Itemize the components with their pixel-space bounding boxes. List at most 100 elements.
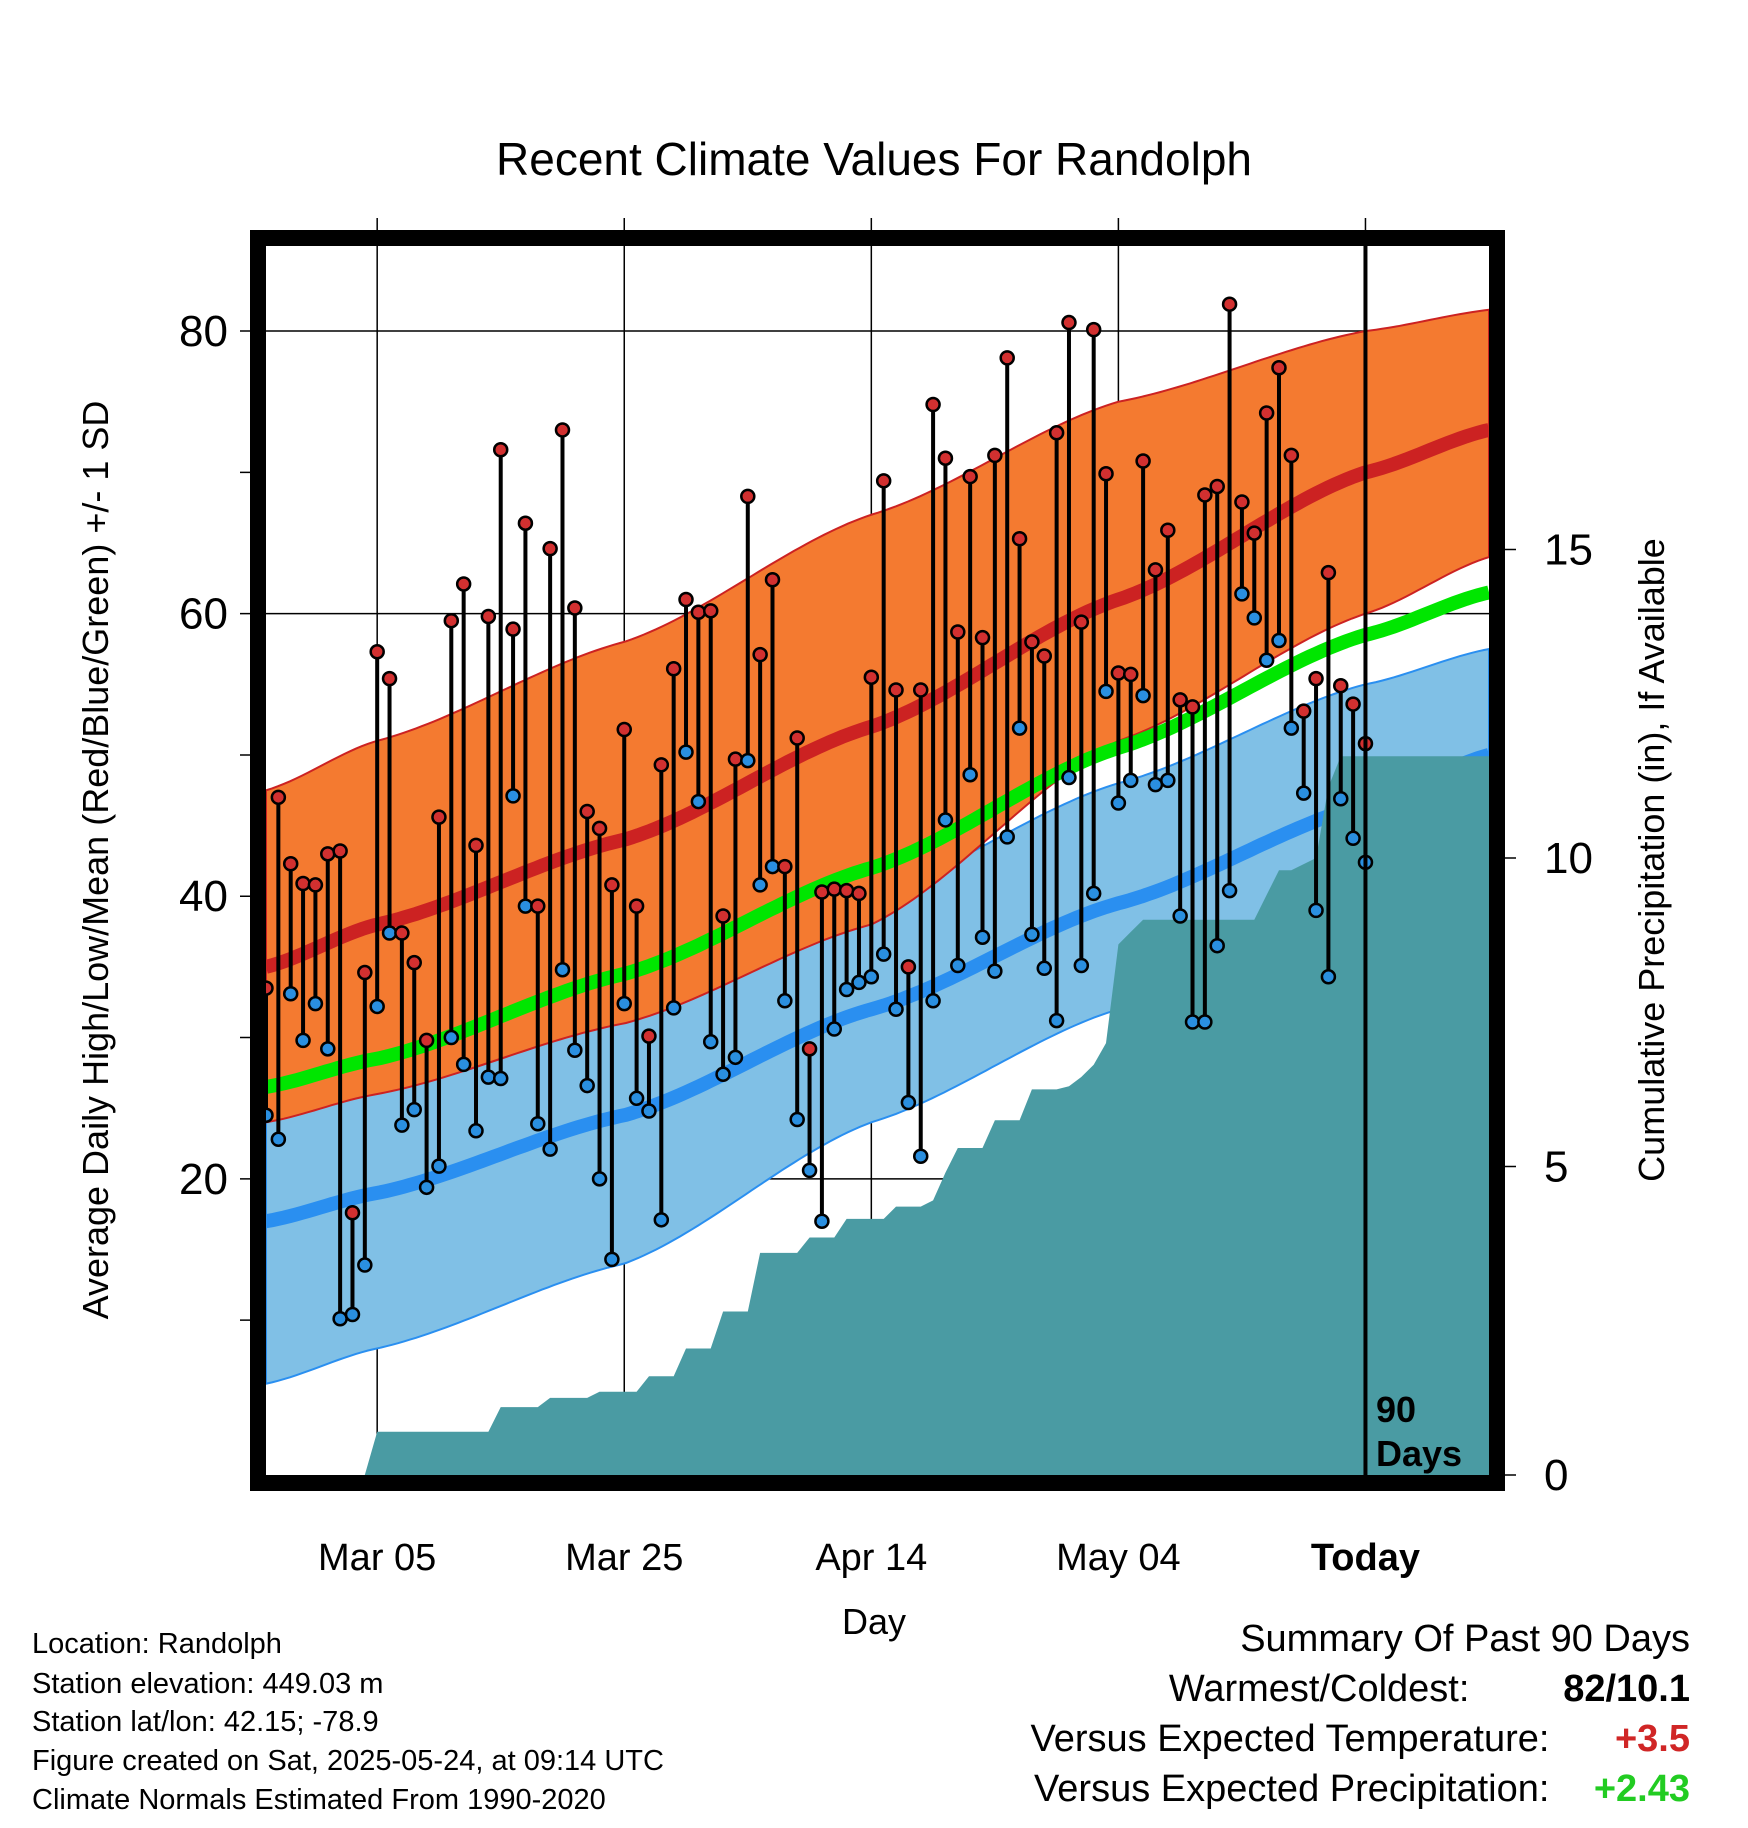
right-axis-ticks: 0 5 10 15: [1497, 526, 1593, 1500]
daily-low-point: [480, 1069, 497, 1085]
day-range: [628, 898, 645, 1107]
x-tick-label: Mar 05: [318, 1537, 436, 1579]
daily-low-point: [764, 858, 781, 875]
day-range: [678, 591, 694, 760]
daily-low-point: [1295, 785, 1312, 801]
daily-high-point: [912, 682, 929, 698]
daily-low-point: [851, 974, 867, 991]
daily-high-point: [604, 877, 620, 893]
cumulative-precip-area: [266, 756, 1489, 1475]
daily-low-point: [1098, 683, 1114, 700]
summary-precip-row: Versus Expected Precipitation: +2.43: [1034, 1768, 1690, 1811]
x-tick-label: Mar 25: [565, 1537, 683, 1579]
summary-title: Summary Of Past 90 Days: [1240, 1618, 1690, 1660]
y2-tick-label: 10: [1544, 834, 1593, 883]
day-range: [591, 820, 608, 1187]
daily-low-point: [641, 1103, 657, 1119]
daily-high-point: [492, 441, 509, 458]
day-range: [974, 629, 991, 945]
day-range: [1011, 531, 1028, 736]
day-range: [320, 846, 336, 1057]
day-range: [764, 571, 781, 875]
day-range: [1333, 677, 1349, 807]
daily-high-point: [1011, 531, 1028, 547]
daily-high-point: [764, 571, 781, 588]
daily-low-point: [715, 1066, 731, 1083]
daily-low-point: [1048, 1012, 1065, 1029]
day-range: [492, 441, 509, 1087]
day-range: [1345, 696, 1361, 847]
daily-high-point: [715, 908, 731, 924]
daily-high-point: [641, 1028, 657, 1044]
daily-low-point: [443, 1029, 460, 1046]
daily-high-point: [1221, 296, 1238, 312]
daily-low-point: [702, 1034, 719, 1050]
daily-high-point: [1172, 692, 1188, 708]
daily-high-point: [406, 954, 422, 971]
daily-low-point: [295, 1032, 311, 1049]
day-range: [431, 809, 447, 1174]
daily-high-point: [1098, 466, 1114, 482]
day-range: [702, 603, 719, 1050]
daily-high-point: [530, 898, 546, 914]
daily-low-point: [554, 961, 571, 978]
x-tick-label: May 04: [1056, 1537, 1181, 1579]
daily-high-point: [826, 881, 843, 897]
daily-high-point: [740, 488, 756, 505]
daily-high-point: [357, 964, 373, 981]
daily-low-point: [332, 1310, 348, 1327]
daily-high-point: [381, 670, 398, 687]
high-normal-line: [266, 423, 1489, 974]
daily-high-point: [653, 757, 670, 773]
daily-high-point: [1320, 564, 1337, 581]
daily-low-point: [1184, 1014, 1201, 1030]
day-range: [1271, 360, 1287, 649]
daily-low-point: [900, 1094, 917, 1111]
left-axis-ticks: 20 40 60 80: [179, 307, 258, 1321]
today-label-days: Days: [1376, 1433, 1462, 1474]
daily-high-point: [789, 730, 805, 746]
day-range: [1234, 494, 1250, 602]
daily-high-point: [1160, 522, 1176, 539]
daily-low-point: [863, 969, 880, 985]
daily-low-point: [604, 1251, 620, 1268]
daily-low-point: [418, 1179, 435, 1196]
daily-low-point: [530, 1115, 546, 1132]
daily-high-point: [851, 885, 867, 902]
y-tick-label: 40: [179, 872, 228, 921]
y-tick-label: 60: [179, 590, 228, 639]
daily-high-point: [987, 447, 1003, 464]
y2-tick-label: 5: [1544, 1143, 1568, 1192]
day-range: [406, 954, 422, 1118]
daily-low-point: [517, 898, 534, 914]
daily-low-point: [987, 963, 1003, 979]
daily-high-point: [1085, 321, 1102, 338]
daily-high-point: [394, 925, 410, 941]
daily-low-point: [653, 1212, 670, 1228]
day-range: [554, 422, 571, 978]
daily-high-point: [962, 468, 978, 485]
daily-high-point: [690, 604, 707, 620]
daily-high-point: [1036, 648, 1053, 664]
daily-low-point: [1061, 769, 1077, 786]
day-range: [690, 604, 707, 810]
day-range: [962, 468, 978, 783]
day-range: [814, 884, 830, 1229]
normal-bands: [266, 308, 1489, 1385]
daily-high-point: [838, 882, 855, 899]
daily-low-point: [937, 812, 954, 828]
daily-high-point: [1048, 425, 1065, 441]
day-range: [332, 843, 348, 1327]
day-range: [418, 1032, 435, 1196]
daily-high-point: [1234, 494, 1250, 510]
day-range: [950, 624, 966, 974]
daily-low-point: [1160, 772, 1176, 789]
plot-frame: [250, 230, 1505, 1491]
day-range: [307, 877, 324, 1012]
day-range: [1135, 453, 1151, 704]
daily-low-point: [616, 995, 633, 1012]
daily-low-point: [1011, 720, 1028, 736]
daily-low-point: [628, 1090, 645, 1107]
daily-high-point: [665, 660, 682, 677]
